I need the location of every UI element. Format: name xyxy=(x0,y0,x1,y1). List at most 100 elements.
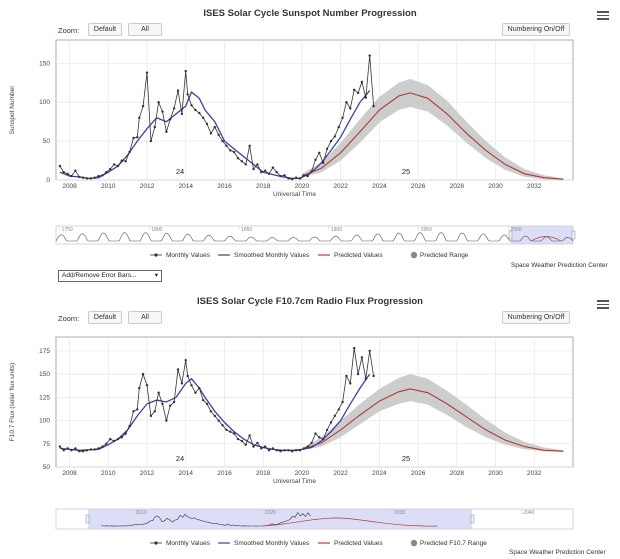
monthly-value-point xyxy=(165,130,168,133)
navigator-tick-label: 2020 xyxy=(265,510,276,516)
y-tick-label: 0 xyxy=(46,177,50,184)
monthly-value-point xyxy=(283,449,286,452)
navigator-window xyxy=(88,509,472,529)
error-bars-select-value: Add/Remove Error Bars... xyxy=(62,272,137,279)
monthly-value-point xyxy=(244,163,247,166)
y-tick-label: 175 xyxy=(39,348,50,355)
monthly-value-point xyxy=(176,368,180,371)
monthly-value-point xyxy=(318,151,321,154)
cycle-number-label: 24 xyxy=(176,454,184,463)
monthly-value-point xyxy=(70,174,73,178)
monthly-value-point xyxy=(89,448,93,451)
sunspot-chart-panel: ISES Solar Cycle Sunspot Number Progress… xyxy=(9,8,609,282)
monthly-value-point xyxy=(372,104,375,108)
monthly-value-point xyxy=(153,410,156,413)
predicted-range-band xyxy=(301,78,564,180)
predicted-values-line xyxy=(301,92,564,180)
monthly-value-point xyxy=(236,437,240,441)
zoom-default-button[interactable]: Default xyxy=(88,23,122,36)
monthly-value-point xyxy=(349,382,352,385)
f107-chart-svg: 2008 2010 2012 2014 2016 2018 2020 2022 2024 2026… xyxy=(9,336,574,547)
legend-label-predicted: Predicted Values xyxy=(334,252,383,259)
chart-title: ISES Solar Cycle F10.7cm Radio Flux Prog… xyxy=(197,296,423,307)
legend-monthly-marker xyxy=(154,541,158,545)
y-tick-label: 100 xyxy=(39,418,50,425)
numbering-toggle-button[interactable]: Numbering On/Off xyxy=(502,23,570,36)
monthly-value-point xyxy=(360,80,364,84)
x-tick-label: 2030 xyxy=(488,183,503,190)
monthly-value-point xyxy=(275,449,278,452)
navigator-history-line xyxy=(55,232,574,242)
error-bars-select[interactable]: Add/Remove Error Bars... ▾ xyxy=(58,270,162,282)
cycle-number-label: 25 xyxy=(402,454,410,463)
zoom-all-button[interactable]: All xyxy=(128,23,162,36)
monthly-value-point xyxy=(240,439,244,443)
monthly-value-point xyxy=(306,445,309,448)
monthly-value-point xyxy=(93,176,96,179)
monthly-value-point xyxy=(267,449,271,452)
monthly-value-point xyxy=(329,421,333,424)
monthly-value-point xyxy=(194,108,197,112)
navigator[interactable]: 1750 1800 1850 1900 1950 2000 xyxy=(55,225,576,245)
monthly-value-point xyxy=(353,346,356,350)
monthly-value-point xyxy=(368,54,371,57)
monthly-value-point xyxy=(368,349,371,353)
monthly-value-point xyxy=(232,432,236,435)
y-tick-label: 100 xyxy=(39,99,50,106)
zoom-default-button[interactable]: Default xyxy=(88,311,122,324)
monthly-value-point xyxy=(209,132,213,135)
zoom-all-button[interactable]: All xyxy=(128,311,162,324)
navigator-handle-right xyxy=(571,230,576,240)
y-tick-label: 75 xyxy=(43,441,51,448)
monthly-value-point xyxy=(58,164,62,168)
monthly-value-point xyxy=(205,402,209,406)
legend: Monthly Values Smoothed Monthly Values Pre… xyxy=(150,251,469,259)
monthly-value-point xyxy=(248,144,251,147)
x-tick-label: 2028 xyxy=(450,470,465,477)
monthly-value-point xyxy=(329,139,333,143)
monthly-value-point xyxy=(124,160,127,163)
navigator-tick-label: 2010 xyxy=(136,510,147,516)
monthly-value-point xyxy=(349,107,352,110)
predicted-values-line xyxy=(301,388,564,452)
monthly-value-point xyxy=(260,447,263,450)
monthly-value-point xyxy=(149,414,153,418)
monthly-value-point xyxy=(325,147,329,151)
monthly-value-point xyxy=(244,443,247,446)
x-tick-label: 2012 xyxy=(140,183,155,190)
zoom-label: Zoom: xyxy=(58,26,80,35)
monthly-value-point xyxy=(78,175,81,179)
monthly-value-point xyxy=(252,167,255,171)
monthly-value-point xyxy=(302,447,306,450)
monthly-value-point xyxy=(149,139,153,143)
monthly-value-point xyxy=(353,88,356,92)
monthly-value-point xyxy=(306,174,309,178)
x-tick-label: 2022 xyxy=(333,183,348,190)
monthly-value-point xyxy=(74,169,77,172)
navigator[interactable]: 2010 2020 2030 2040 xyxy=(55,508,574,530)
navigator-tick-label: 2000 xyxy=(510,227,521,233)
monthly-value-point xyxy=(74,447,77,450)
monthly-value-point xyxy=(314,158,317,161)
x-tick-label: 2010 xyxy=(101,470,116,477)
monthly-value-point xyxy=(202,116,205,120)
monthly-value-point xyxy=(89,177,93,180)
navigator-handle-left xyxy=(508,230,513,240)
cycle-number-label: 25 xyxy=(402,167,410,176)
navigator-tick-label: 1750 xyxy=(62,227,73,233)
x-axis-title: Universal Time xyxy=(273,191,316,198)
menu-icon[interactable] xyxy=(597,11,609,20)
monthly-value-point xyxy=(213,414,216,418)
x-tick-label: 2018 xyxy=(256,183,271,190)
navigator-handle-left xyxy=(85,514,90,524)
monthly-value-point xyxy=(180,382,184,385)
x-tick-label: 2030 xyxy=(488,470,503,477)
monthly-value-point xyxy=(81,176,85,179)
monthly-value-point xyxy=(263,169,267,172)
x-tick-label: 2024 xyxy=(372,470,387,477)
monthly-value-point xyxy=(279,174,282,178)
numbering-toggle-button[interactable]: Numbering On/Off xyxy=(502,311,570,324)
y-tick-label: 50 xyxy=(43,138,51,145)
monthly-value-point xyxy=(101,445,104,448)
menu-icon[interactable] xyxy=(597,300,609,309)
